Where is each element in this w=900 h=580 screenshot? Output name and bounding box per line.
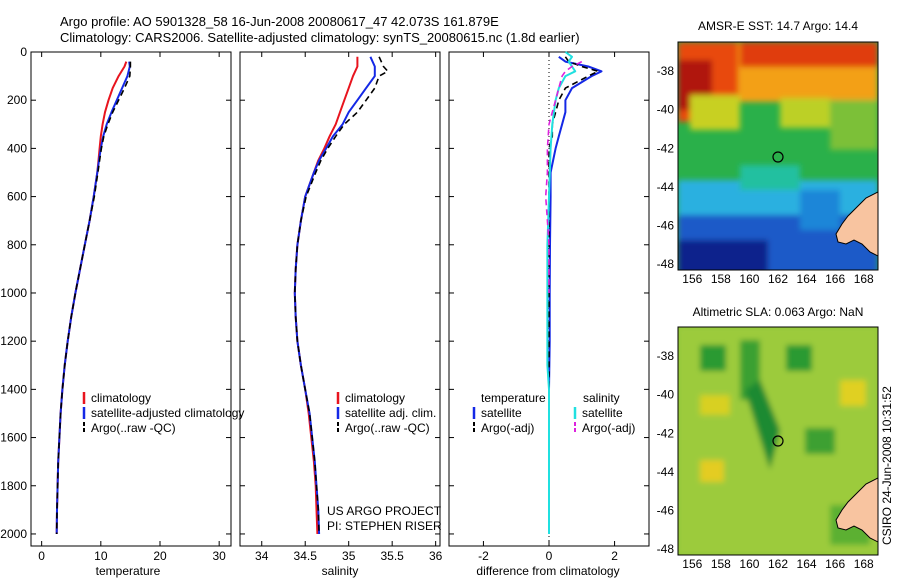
figure-title-line-1: Argo profile: AO 5901328_58 16-Jun-2008 … (60, 14, 499, 29)
salinity-xlabel: salinity (322, 564, 359, 578)
tick-layer: 0 10 20 30020040060080010001200140016001800… (0, 45, 874, 571)
map-x-tick-label: 160 (739, 557, 759, 571)
y-tick-label: 1200 (0, 334, 27, 348)
x-tick-label: 0 (546, 549, 553, 563)
series-line-argo-raw-qc- (55, 61, 132, 535)
y-tick-label: 2000 (0, 527, 27, 541)
project-label: US ARGO PROJECT (327, 504, 442, 518)
x-tick-label: 0 (38, 549, 45, 563)
map-x-tick-label: 162 (768, 272, 788, 286)
y-tick-label: 400 (7, 141, 27, 155)
x-tick-label: 35 (342, 549, 356, 563)
legend-label-sal-argo: Argo(-adj) (582, 421, 635, 435)
south-island-landmass (835, 191, 878, 257)
map-y-tick-label: -42 (657, 141, 675, 155)
map-x-tick-label: 158 (711, 557, 731, 571)
x-tick-label: 2 (611, 549, 618, 563)
sst-map-title: AMSR-E SST: 14.7 Argo: 14.4 (698, 19, 858, 33)
x-tick-label: 36 (429, 549, 443, 563)
map-x-tick-label: 162 (768, 557, 788, 571)
y-tick-label: 800 (7, 238, 27, 252)
x-tick-label: 30 (212, 549, 226, 563)
y-tick-label: 1600 (0, 431, 27, 445)
difference-xlabel: difference from climatology (476, 564, 619, 578)
legend-header-salinity: salinity (583, 391, 620, 405)
legend-label-satellite-adjusted: satellite-adjusted climatology (91, 406, 244, 420)
map-x-tick-label: 158 (711, 272, 731, 286)
map-x-tick-label: 166 (825, 557, 845, 571)
temperature-xlabel: temperature (96, 564, 161, 578)
argo-position-marker (772, 435, 784, 447)
x-tick-label: 34.5 (294, 549, 318, 563)
x-tick-label: 35.5 (380, 549, 404, 563)
series-line-salinity-argo-adj- (544, 60, 583, 293)
legend-label-satellite-adj: satellite adj. clim. (345, 406, 436, 420)
y-tick-label: 1400 (0, 382, 27, 396)
legend-label-temp-satellite: satellite (481, 406, 522, 420)
map-x-tick-label: 168 (854, 557, 874, 571)
figure-title-line-2: Climatology: CARS2006. Satellite-adjuste… (60, 30, 580, 45)
map-y-tick-label: -48 (657, 542, 675, 556)
map-x-tick-label: 164 (797, 557, 817, 571)
map-y-tick-label: -46 (657, 504, 675, 518)
map-x-tick-label: 168 (854, 272, 874, 286)
y-tick-label: 1000 (0, 286, 27, 300)
x-tick-label: 20 (153, 549, 167, 563)
temperature-legend: climatology satellite-adjusted climatolo… (82, 391, 244, 435)
map-y-tick-label: -44 (657, 180, 675, 194)
salinity-legend: climatology satellite adj. clim. Argo(..… (336, 391, 436, 435)
sla-map (678, 327, 878, 555)
map-y-tick-label: -40 (657, 103, 675, 117)
sla-map-frame (677, 326, 879, 556)
map-x-tick-label: 156 (682, 557, 702, 571)
sst-map-frame (677, 41, 879, 271)
legend-header-temperature: temperature (481, 391, 546, 405)
series-line-argo-raw-qc- (293, 56, 389, 535)
temperature-axes (30, 51, 232, 547)
map-y-tick-label: -38 (657, 349, 675, 363)
legend-label-argo: Argo(..raw -QC) (91, 421, 176, 435)
x-tick-label: 10 (94, 549, 108, 563)
legend-label-temp-argo: Argo(-adj) (481, 421, 534, 435)
map-y-tick-label: -46 (657, 219, 675, 233)
timestamp-label: CSIRO 24-Jun-2008 10:31:52 (880, 386, 894, 545)
map-y-tick-label: -44 (657, 465, 675, 479)
sla-map-title: Altimetric SLA: 0.063 Argo: NaN (693, 305, 864, 319)
legend-label-sal-satellite: satellite (582, 406, 623, 420)
map-x-tick-label: 160 (739, 272, 759, 286)
profile-lines (55, 51, 603, 535)
y-tick-label: 1800 (0, 479, 27, 493)
legend-label-argo: Argo(..raw -QC) (345, 421, 430, 435)
y-tick-label: 200 (7, 93, 27, 107)
difference-legend: temperature salinity satellite Argo(-adj… (472, 391, 635, 435)
x-tick-label: -2 (478, 549, 489, 563)
map-y-tick-label: -40 (657, 388, 675, 402)
map-x-tick-label: 156 (682, 272, 702, 286)
y-tick-label: 0 (20, 45, 27, 59)
salinity-axes (239, 51, 441, 547)
legend-label-climatology: climatology (91, 391, 151, 405)
map-x-tick-label: 166 (825, 272, 845, 286)
sst-map (678, 42, 878, 270)
legend-label-climatology: climatology (345, 391, 405, 405)
south-island-landmass (835, 477, 878, 543)
y-tick-label: 600 (7, 190, 27, 204)
map-x-tick-label: 164 (797, 272, 817, 286)
map-y-tick-label: -48 (657, 257, 675, 271)
series-line-satellite-adj-clim- (293, 56, 376, 535)
map-y-tick-label: -42 (657, 426, 675, 440)
argo-position-marker (772, 151, 784, 163)
x-tick-label: 34 (255, 549, 269, 563)
pi-label: PI: STEPHEN RISER (327, 519, 442, 533)
map-y-tick-label: -38 (657, 64, 675, 78)
